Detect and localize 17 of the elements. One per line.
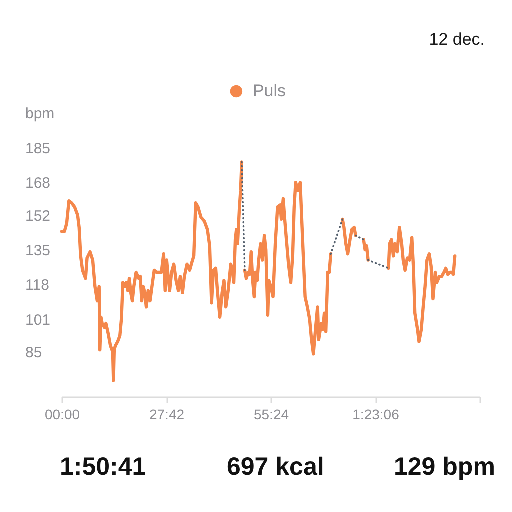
x-tick-label: 1:23:06: [352, 406, 400, 422]
x-tick-label: 55:24: [254, 406, 290, 422]
text: 1:50:41: [60, 453, 146, 481]
y-tick-label: 118: [26, 277, 50, 294]
y-axis-title: bpm: [26, 106, 55, 122]
y-tick-label: 101: [26, 312, 51, 329]
y-tick-label: 85: [26, 344, 42, 362]
y-tick-label: 168: [26, 175, 51, 192]
text: 129 bpm: [394, 453, 496, 481]
y-tick-label: 135: [26, 242, 51, 260]
legend-label: Puls: [252, 82, 286, 100]
y-tick-label: 185: [26, 140, 51, 158]
x-tick-label: 27:42: [149, 406, 185, 422]
text: 697 kcal: [227, 453, 324, 481]
x-tick-label: 00:00: [44, 406, 80, 422]
y-tick-label: 152: [26, 208, 51, 225]
text: 12 dec.: [429, 30, 485, 49]
